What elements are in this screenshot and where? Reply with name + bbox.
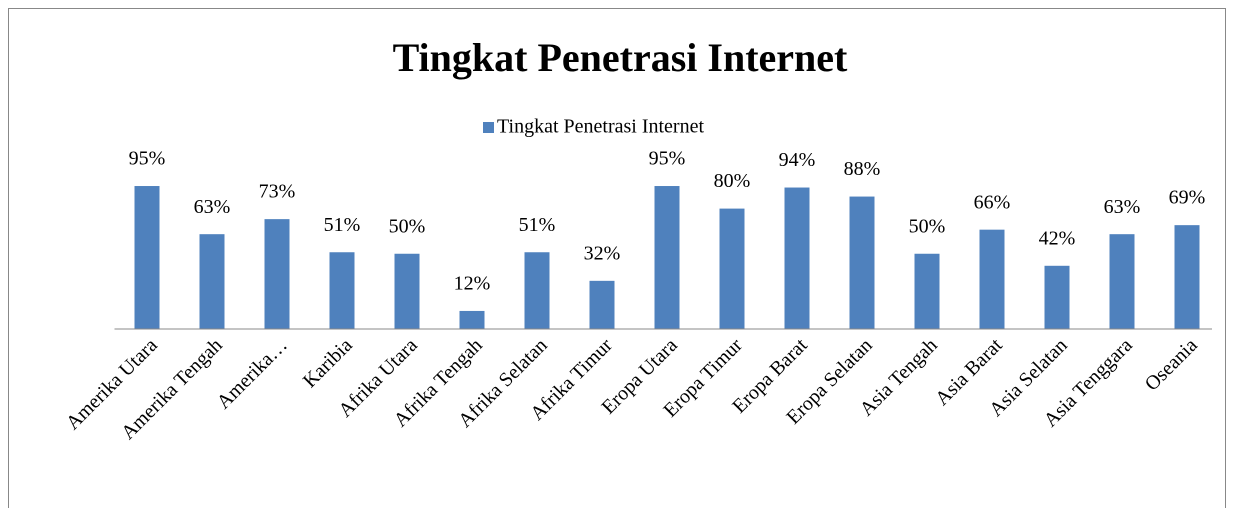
bar (264, 219, 290, 329)
bar (979, 229, 1005, 329)
bar (589, 280, 615, 329)
value-label: 50% (909, 215, 946, 237)
legend-swatch (483, 122, 494, 133)
bar (849, 196, 875, 329)
value-label: 73% (259, 181, 296, 203)
bar (914, 253, 940, 329)
bar (654, 186, 680, 329)
value-label: 50% (389, 215, 426, 237)
bar (719, 208, 745, 329)
bar (524, 252, 550, 329)
bar (784, 187, 810, 329)
value-label: 12% (454, 273, 491, 295)
chart-title: Tingkat Penetrasi Internet (393, 35, 848, 80)
bar (134, 186, 160, 329)
value-label: 80% (714, 170, 751, 192)
value-label: 95% (129, 148, 166, 170)
value-label: 42% (1039, 227, 1076, 249)
value-label: 51% (324, 214, 361, 236)
bar (329, 252, 355, 329)
bar (1174, 225, 1200, 329)
value-label: 69% (1169, 187, 1206, 209)
value-label: 63% (1104, 196, 1141, 218)
value-label: 94% (779, 149, 816, 171)
value-label: 95% (649, 148, 686, 170)
bar (1044, 265, 1070, 329)
value-label: 51% (519, 214, 556, 236)
value-label: 32% (584, 242, 621, 264)
value-label: 88% (844, 158, 881, 180)
bar (459, 310, 485, 329)
bar (1109, 234, 1135, 329)
bar (199, 234, 225, 329)
value-label: 63% (194, 196, 231, 218)
bar (394, 253, 420, 329)
legend-label: Tingkat Penetrasi Internet (497, 116, 704, 138)
value-label: 66% (974, 191, 1011, 213)
